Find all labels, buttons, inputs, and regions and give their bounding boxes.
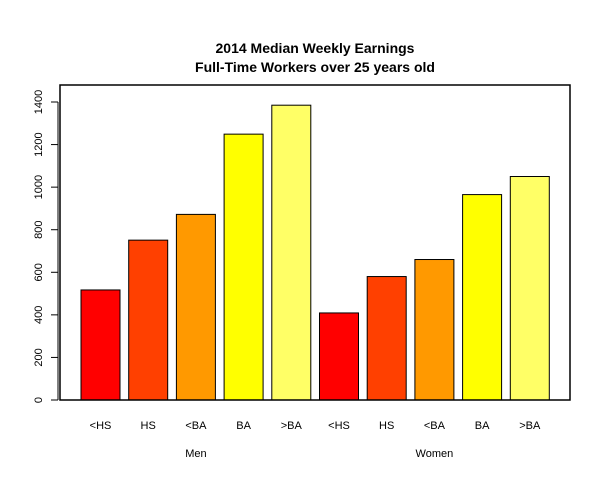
bar <box>175 213 216 401</box>
bar <box>271 104 312 401</box>
bar <box>128 239 169 401</box>
chart-title: 2014 Median Weekly Earnings <box>216 40 415 56</box>
x-tick-label: HS <box>379 420 394 432</box>
x-tick-label: <BA <box>424 420 446 432</box>
group-label: Men <box>185 448 206 460</box>
y-tick-label: 200 <box>33 348 45 366</box>
bar <box>319 312 359 401</box>
chart-subtitle: Full-Time Workers over 25 years old <box>195 59 435 75</box>
y-tick-label: 400 <box>33 306 45 324</box>
x-tick-label: BA <box>236 420 251 432</box>
bar <box>80 289 121 401</box>
x-tick-label: BA <box>475 420 490 432</box>
bar <box>509 176 550 401</box>
y-axis: 0 200 400 600 800 1000 1200 1400 <box>33 90 59 403</box>
bar <box>223 133 264 401</box>
x-tick-label: <HS <box>90 420 112 432</box>
y-tick-label: 1400 <box>33 90 45 114</box>
group-label: Women <box>416 448 454 460</box>
bar <box>366 276 407 401</box>
x-tick-label: <BA <box>185 420 207 432</box>
x-axis-labels: <HS HS <BA BA >BA <HS HS <BA BA >BA <box>90 420 541 432</box>
x-tick-label: HS <box>141 420 156 432</box>
plot-frame <box>59 84 571 401</box>
y-tick-label: 0 <box>33 397 45 403</box>
x-tick-label: >BA <box>519 420 541 432</box>
y-tick-label: 600 <box>33 263 45 281</box>
y-tick-label: 1200 <box>33 132 45 156</box>
y-tick-label: 800 <box>33 221 45 239</box>
y-tick-label: 1000 <box>33 175 45 199</box>
bar <box>462 194 503 401</box>
bars <box>80 104 550 401</box>
group-labels: Men Women <box>185 448 453 460</box>
bar <box>414 259 455 401</box>
x-tick-label: >BA <box>281 420 303 432</box>
x-tick-label: <HS <box>328 420 350 432</box>
